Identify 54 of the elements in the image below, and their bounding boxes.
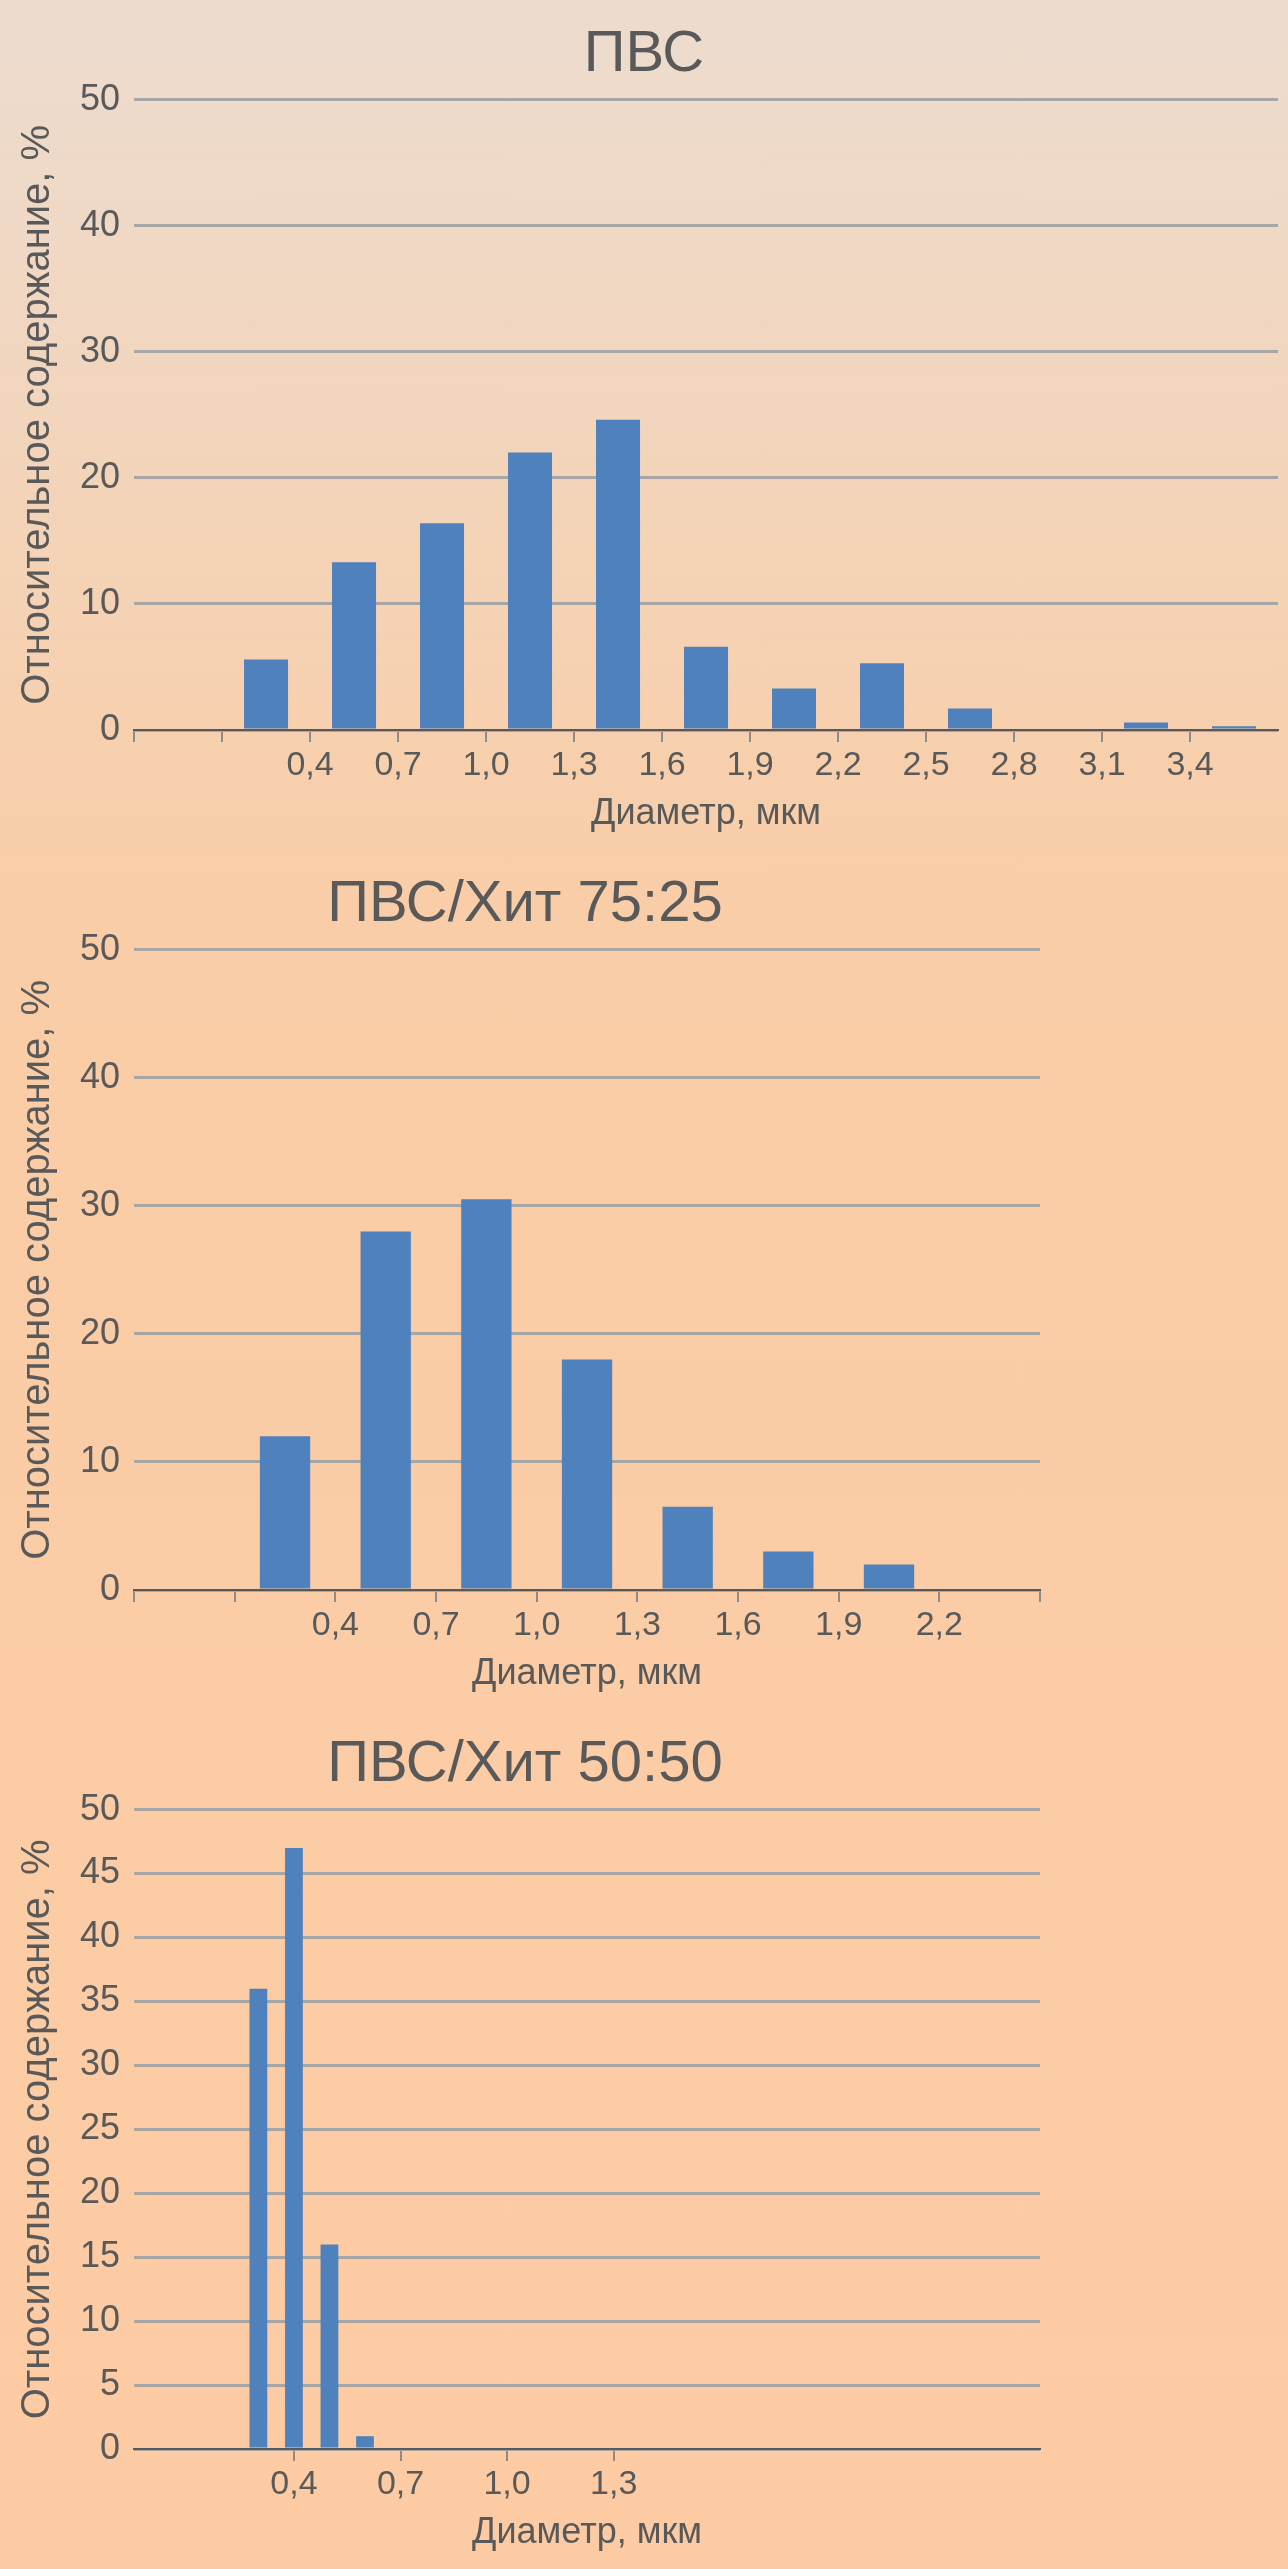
x-tick-label: 1,3 [590, 2462, 638, 2501]
y-tick-label: 0 [100, 1566, 121, 1608]
y-tick-label: 20 [80, 454, 121, 496]
y-tick-label: 30 [80, 328, 121, 370]
y-tick-label: 0 [100, 706, 121, 748]
x-tick-label: 3,4 [1166, 743, 1214, 782]
y-tick-label: 40 [80, 202, 121, 244]
y-axis-title: Относительное содержание, % [13, 1839, 58, 2420]
chart-title: ПВС/Хит 50:50 [327, 1727, 723, 1793]
y-tick-label: 50 [80, 926, 121, 968]
x-axis-title: Диаметр, мкм [591, 791, 821, 833]
x-tick-label: 1,6 [638, 743, 686, 782]
y-tick-label: 10 [80, 580, 121, 622]
y-tick-label: 50 [80, 1786, 121, 1828]
x-tick-label: 0,7 [374, 743, 422, 782]
y-tick-label: 30 [80, 1182, 121, 1224]
x-tick-label: 0,4 [270, 2462, 318, 2501]
x-tick-label: 0,7 [376, 2462, 425, 2501]
x-tick-label: 2,5 [902, 743, 950, 782]
x-tick-label: 1,0 [483, 2462, 531, 2501]
chart-title: ПВС/Хит 75:25 [327, 867, 723, 933]
y-tick-label: 25 [80, 2106, 121, 2148]
x-tick-label: 2,8 [990, 743, 1038, 782]
y-tick-label: 10 [80, 1438, 121, 1480]
y-axis-title: Относительное содержание, % [13, 124, 58, 705]
x-tick-label: 1,0 [513, 1603, 561, 1642]
x-tick-label: 3,1 [1078, 743, 1126, 782]
y-tick-label: 30 [80, 2042, 121, 2084]
y-tick-label: 0 [100, 2425, 121, 2467]
y-tick-label: 20 [80, 2170, 121, 2212]
x-tick-label: 2,2 [915, 1603, 963, 1642]
y-tick-label: 35 [80, 1978, 121, 2020]
x-tick-label: 0,4 [311, 1603, 359, 1642]
y-tick-label: 5 [100, 2361, 121, 2403]
x-tick-label: 1,6 [714, 1603, 762, 1642]
y-tick-label: 50 [80, 76, 121, 118]
x-tick-label: 1,3 [550, 743, 598, 782]
chart-title: ПВС [583, 17, 705, 83]
y-axis-title: Относительное содержание, % [13, 979, 58, 1560]
y-tick-label: 40 [80, 1054, 121, 1096]
x-tick-label: 0,4 [286, 743, 334, 782]
x-tick-label: 1,9 [726, 743, 774, 782]
y-tick-label: 15 [80, 2234, 121, 2276]
y-tick-label: 10 [80, 2298, 121, 2340]
x-tick-label: 1,3 [613, 1603, 661, 1642]
x-tick-label: 1,9 [815, 1603, 863, 1642]
y-tick-label: 20 [80, 1310, 121, 1352]
y-tick-label: 45 [80, 1850, 121, 1892]
x-axis-title: Диаметр, мкм [472, 2510, 702, 2552]
x-tick-label: 0,7 [412, 1603, 460, 1642]
x-tick-label: 2,2 [814, 743, 862, 782]
x-tick-label: 1,0 [462, 743, 510, 782]
x-axis-title: Диаметр, мкм [472, 1651, 702, 1693]
y-tick-label: 40 [80, 1914, 121, 1956]
